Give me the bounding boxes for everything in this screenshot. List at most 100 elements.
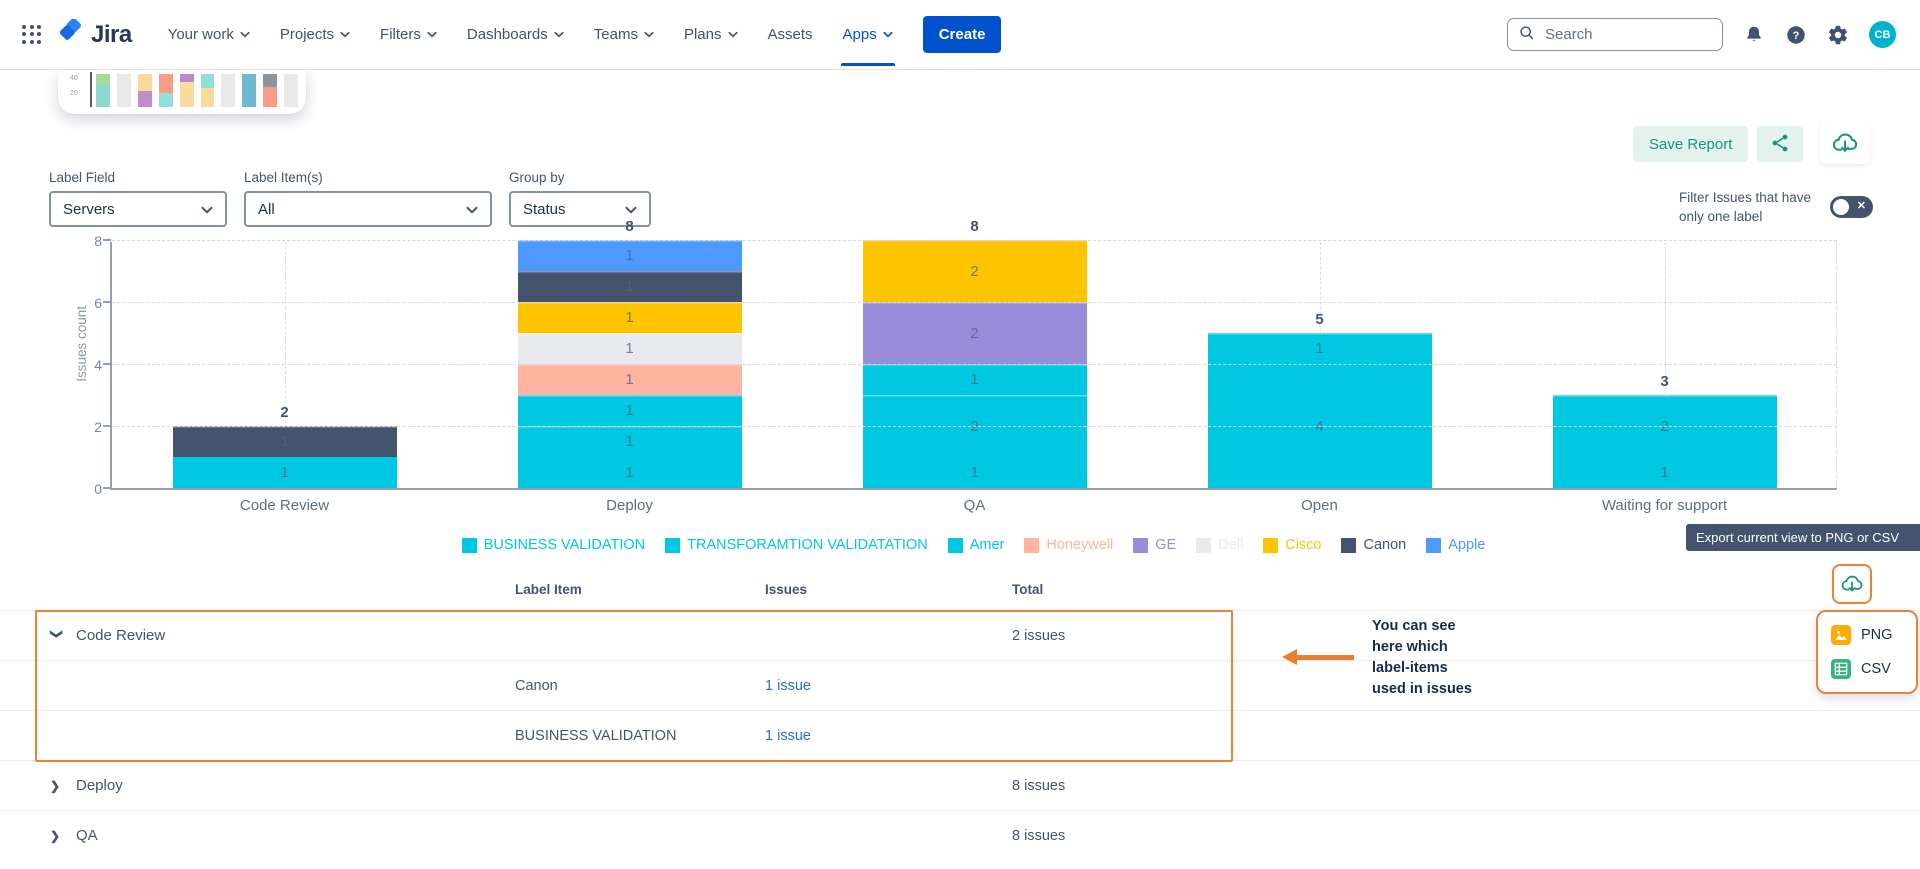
bar-segment-canon[interactable]: 1 (173, 426, 397, 457)
legend-item-ge[interactable]: GE (1133, 537, 1176, 553)
search-input[interactable] (1543, 25, 1712, 44)
legend-item-dell[interactable]: Dell (1196, 537, 1243, 553)
export-view-button[interactable] (1832, 564, 1872, 604)
stacked-bar-waiting-for-support[interactable]: 123 (1553, 395, 1777, 488)
group-name[interactable]: QA (76, 827, 98, 844)
nav-item-label: Plans (684, 26, 722, 43)
bar-segment-business-validation[interactable]: 1 (1553, 457, 1777, 488)
bar-segment-transforamtion-validatation[interactable]: 1 (518, 426, 742, 457)
legend-item-cisco[interactable]: Cisco (1263, 537, 1321, 553)
nav-item-apps[interactable]: Apps (831, 18, 905, 51)
chevron-down-icon (625, 201, 637, 218)
filter-toggle-label: Filter Issues that have only one label (1679, 188, 1811, 226)
nav-item-label: Teams (594, 26, 638, 43)
bar-segment-dell[interactable]: 1 (518, 333, 742, 364)
chart-thumbnail-card[interactable]: 40 20 (58, 70, 306, 114)
issues-link[interactable]: 1 issue (765, 728, 811, 744)
col-header-total: Total (1012, 582, 1920, 597)
export-cloud-button[interactable] (1820, 122, 1870, 164)
bar-segment-amer[interactable]: 1 (518, 395, 742, 426)
bar-segment-cisco[interactable]: 2 (863, 240, 1087, 302)
export-option-csv[interactable]: CSV (1818, 652, 1916, 686)
chevron-down-icon (728, 31, 738, 38)
nav-item-teams[interactable]: Teams (582, 18, 666, 51)
label-field-select[interactable]: Servers (49, 191, 227, 227)
mini-bar (180, 74, 194, 107)
legend-label: Cisco (1285, 537, 1321, 553)
nav-item-your-work[interactable]: Your work (156, 18, 262, 51)
nav-right: ? CB (1507, 18, 1896, 51)
table-row: ❯QA8 issues (0, 810, 1920, 860)
group-name[interactable]: Code Review (76, 627, 165, 644)
bar-segment-ge[interactable]: 2 (863, 302, 1087, 364)
help-icon[interactable]: ? (1785, 24, 1807, 46)
label-items-select[interactable]: All (244, 191, 492, 227)
chevron-down-icon (554, 31, 564, 38)
nav-item-assets[interactable]: Assets (756, 18, 825, 51)
legend-item-transforamtion-validatation[interactable]: TRANSFORAMTION VALIDATATION (665, 537, 928, 553)
chart-legend: BUSINESS VALIDATION TRANSFORAMTION VALIDA… (110, 537, 1837, 553)
nav-item-filters[interactable]: Filters (368, 18, 449, 51)
jira-logo-text: Jira (91, 21, 132, 49)
share-button[interactable] (1757, 126, 1803, 162)
search-box[interactable] (1507, 18, 1723, 51)
jira-report-page: Jira Your workProjects Filters Dashboards T… (0, 0, 1920, 869)
y-tickmark-4 (103, 363, 111, 365)
nav-item-dashboards[interactable]: Dashboards (455, 18, 576, 51)
bar-segment-business-validation[interactable]: 1 (863, 457, 1087, 488)
settings-gear-icon[interactable] (1827, 24, 1849, 46)
legend-item-amer[interactable]: Amer (948, 537, 1005, 553)
expand-chevron-icon[interactable]: ❯ (50, 829, 64, 843)
legend-swatch (1196, 538, 1211, 553)
nav-menu: Your workProjects Filters Dashboards Teams P… (156, 18, 905, 51)
collapse-chevron-icon[interactable]: ❯ (50, 629, 64, 643)
chevron-down-icon (427, 31, 437, 38)
create-button[interactable]: Create (923, 16, 1002, 53)
chevron-down-icon (644, 31, 654, 38)
legend-label: GE (1155, 537, 1176, 553)
nav-item-plans[interactable]: Plans (672, 18, 750, 51)
app-switcher-icon[interactable] (22, 25, 42, 45)
legend-item-canon[interactable]: Canon (1341, 537, 1406, 553)
row-label-item-cell: BUSINESS VALIDATION (515, 728, 765, 744)
export-option-png[interactable]: PNG (1818, 618, 1916, 652)
gridline-y8 (112, 240, 1837, 241)
issues-link[interactable]: 1 issue (765, 678, 811, 694)
mini-bar (221, 74, 235, 107)
y-tickmark-0 (103, 487, 111, 489)
stacked-bar-code-review[interactable]: 112 (173, 426, 397, 488)
label-field-control: Label Field Servers (49, 170, 227, 227)
save-report-button[interactable]: Save Report (1633, 126, 1748, 162)
bar-segment-transforamtion-validatation[interactable]: 1 (1208, 333, 1432, 364)
group-name[interactable]: Deploy (76, 777, 123, 794)
legend-item-honeywell[interactable]: Honeywell (1024, 537, 1113, 553)
nav-item-projects[interactable]: Projects (268, 18, 362, 51)
legend-swatch (1024, 538, 1039, 553)
bar-segment-honeywell[interactable]: 1 (518, 364, 742, 395)
filter-only-one-label-toggle[interactable]: ✕ (1830, 196, 1873, 218)
notifications-bell-icon[interactable] (1743, 24, 1765, 46)
share-icon (1769, 132, 1791, 157)
bar-segment-cisco[interactable]: 1 (518, 302, 742, 333)
legend-swatch (1341, 538, 1356, 553)
gridline-y4 (112, 364, 1837, 365)
bar-segment-business-validation[interactable]: 1 (518, 457, 742, 488)
row-issues-cell: 1 issue (765, 678, 1012, 694)
nav-item-label: Filters (380, 26, 421, 43)
bar-segment-apple[interactable]: 1 (518, 240, 742, 271)
bar-segment-amer[interactable]: 1 (863, 364, 1087, 395)
legend-item-business-validation[interactable]: BUSINESS VALIDATION (462, 537, 645, 553)
toggle-off-x-icon: ✕ (1857, 199, 1866, 212)
legend-item-apple[interactable]: Apple (1426, 537, 1485, 553)
stacked-bar-open[interactable]: 415 (1208, 333, 1432, 488)
annotation-text: You can see here which label-items used … (1372, 616, 1472, 700)
bar-segment-canon[interactable]: 1 (518, 271, 742, 302)
jira-logo[interactable]: Jira (58, 19, 132, 50)
legend-label: Dell (1218, 537, 1243, 553)
expand-chevron-icon[interactable]: ❯ (50, 779, 64, 793)
avatar[interactable]: CB (1869, 21, 1896, 48)
bar-segment-business-validation[interactable]: 1 (173, 457, 397, 488)
gridline-y6 (112, 302, 1837, 303)
mini-bar (201, 74, 215, 107)
chevron-down-icon (883, 31, 893, 38)
